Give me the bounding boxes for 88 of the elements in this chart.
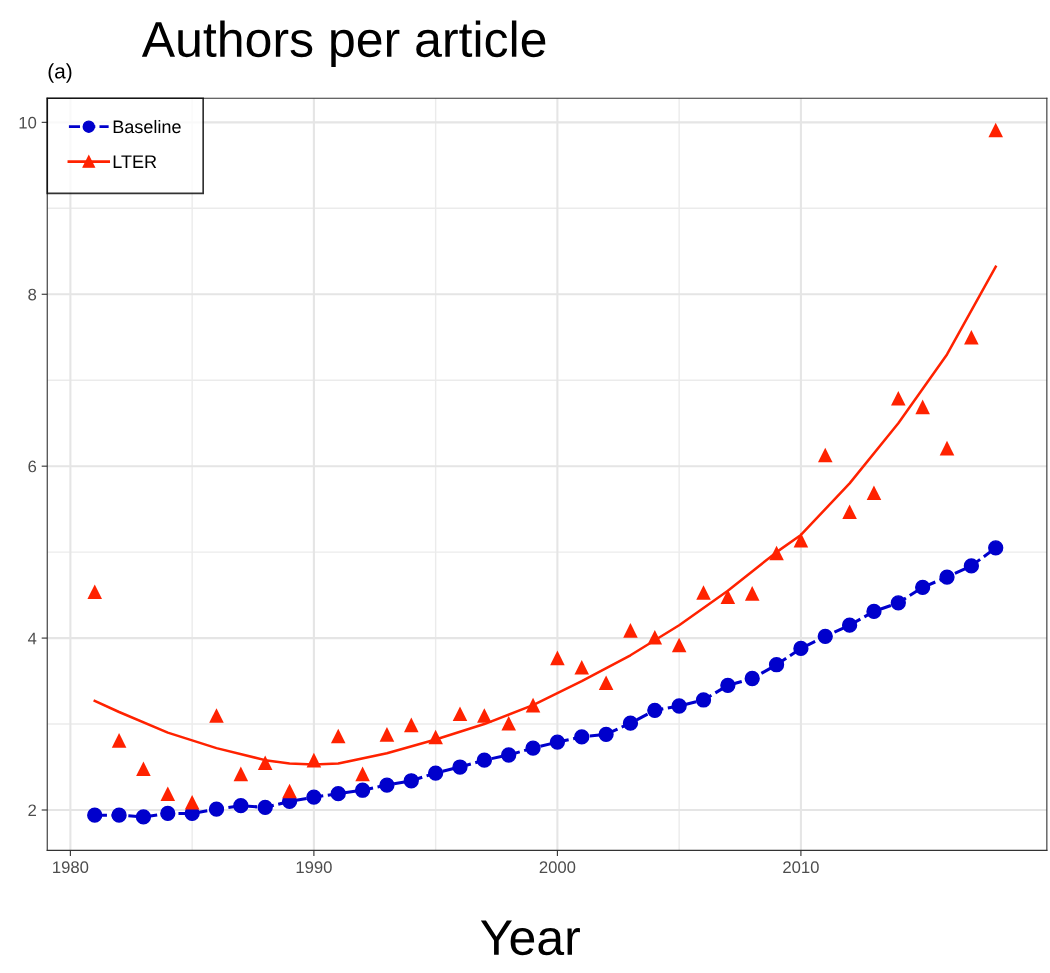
point	[574, 729, 590, 745]
point	[891, 390, 906, 406]
point	[135, 809, 152, 825]
point	[501, 715, 516, 731]
y-tick-label: 8	[28, 288, 37, 301]
point	[330, 728, 346, 744]
point	[744, 670, 760, 687]
point	[769, 545, 784, 561]
point	[598, 726, 614, 742]
x-axis-title: Year	[480, 920, 580, 956]
point	[403, 773, 419, 789]
point	[208, 801, 225, 817]
x-tick-label: 2010	[783, 861, 819, 874]
point	[306, 752, 322, 768]
point	[306, 789, 322, 805]
point	[622, 715, 639, 731]
point	[136, 761, 151, 777]
point	[695, 692, 712, 708]
point	[87, 584, 103, 599]
point	[209, 708, 224, 723]
text: (a)	[48, 63, 72, 83]
point	[379, 777, 395, 793]
point	[671, 698, 687, 714]
point	[111, 807, 127, 823]
point	[671, 637, 687, 653]
point	[111, 733, 127, 748]
point	[793, 640, 809, 657]
point	[428, 765, 444, 781]
chart-title: Authors per article	[141, 20, 546, 68]
point	[915, 399, 930, 415]
point	[720, 589, 736, 605]
point	[866, 603, 882, 620]
point	[233, 766, 249, 782]
point	[866, 485, 882, 501]
point	[915, 579, 931, 596]
point	[744, 586, 760, 601]
point	[842, 504, 857, 520]
point	[793, 532, 809, 548]
point	[623, 623, 638, 638]
point	[87, 807, 103, 823]
point	[550, 650, 565, 666]
point	[549, 734, 566, 750]
point	[939, 569, 955, 585]
point	[988, 122, 1003, 138]
point	[354, 782, 371, 798]
point	[817, 447, 833, 463]
point	[647, 629, 663, 645]
point	[404, 717, 419, 733]
point	[233, 798, 249, 814]
point	[257, 799, 273, 816]
point	[963, 558, 980, 574]
point	[379, 727, 395, 742]
point	[452, 706, 468, 722]
point	[355, 766, 370, 782]
point	[720, 677, 736, 694]
legend-label: LTER	[113, 155, 157, 168]
point	[160, 786, 176, 801]
y-tick-label: 6	[28, 460, 37, 473]
x-tick-label: 2000	[539, 861, 576, 874]
point	[890, 595, 906, 611]
point	[477, 708, 492, 723]
point	[257, 755, 273, 771]
point	[428, 729, 443, 745]
point	[476, 752, 492, 768]
point	[160, 805, 176, 822]
point	[841, 617, 858, 633]
y-tick-label: 4	[27, 632, 37, 645]
point	[768, 657, 785, 673]
y-tick-label: 10	[19, 116, 37, 129]
point	[525, 740, 541, 756]
point	[598, 675, 614, 691]
legend-label: Baseline	[113, 119, 181, 134]
y-tick-label: 2	[28, 804, 36, 817]
point	[988, 540, 1004, 556]
point	[452, 759, 468, 775]
x-tick-label: 1980	[53, 861, 89, 874]
point	[817, 628, 833, 645]
point	[501, 747, 517, 763]
point	[964, 329, 979, 345]
point	[330, 786, 346, 802]
point	[282, 783, 297, 799]
point	[939, 440, 955, 456]
point	[647, 702, 663, 718]
point	[525, 697, 541, 713]
point	[696, 585, 711, 600]
point	[574, 660, 590, 675]
x-tick-label: 1990	[296, 861, 332, 874]
point	[184, 794, 200, 810]
